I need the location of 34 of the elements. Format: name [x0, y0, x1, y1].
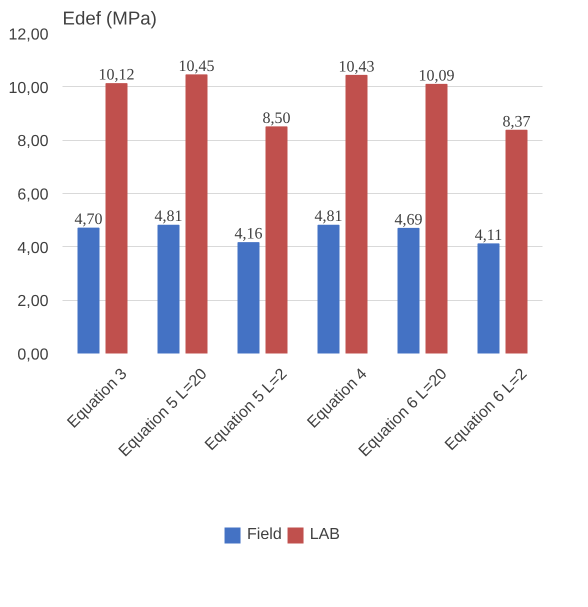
bar — [398, 228, 420, 354]
y-axis-title: Edef (MPa) — [62, 8, 157, 28]
data-label: 8,37 — [502, 113, 530, 130]
bar — [506, 130, 528, 354]
bar — [106, 83, 128, 354]
bar — [318, 224, 340, 354]
legend-label: LAB — [310, 526, 340, 544]
data-label: 8,50 — [262, 110, 290, 127]
bar — [266, 126, 288, 354]
y-tick-label: 8,00 — [17, 133, 49, 150]
y-tick-label: 2,00 — [17, 293, 49, 310]
y-tick-label: 4,00 — [17, 240, 49, 257]
bar — [346, 74, 368, 354]
y-tick-label: 12,00 — [8, 26, 49, 44]
bar — [426, 84, 448, 354]
data-label: 10,45 — [178, 58, 214, 75]
legend-label: Field — [247, 526, 282, 544]
y-tick-label: 0,00 — [17, 346, 49, 364]
bar — [478, 243, 500, 354]
data-label: 4,70 — [74, 211, 102, 228]
bar — [186, 74, 208, 354]
y-tick-label: 6,00 — [17, 186, 49, 204]
bar — [158, 224, 180, 354]
data-label: 4,81 — [314, 208, 342, 226]
data-label: 4,81 — [154, 208, 182, 226]
data-label: 10,12 — [98, 66, 134, 84]
data-label: 4,69 — [394, 211, 422, 228]
data-label: 4,16 — [234, 226, 262, 243]
y-tick-label: 10,00 — [8, 80, 49, 97]
data-label: 10,09 — [418, 67, 454, 84]
data-label: 10,43 — [338, 58, 374, 76]
bar — [238, 242, 260, 354]
data-label: 4,11 — [474, 226, 502, 244]
bar — [78, 228, 100, 354]
